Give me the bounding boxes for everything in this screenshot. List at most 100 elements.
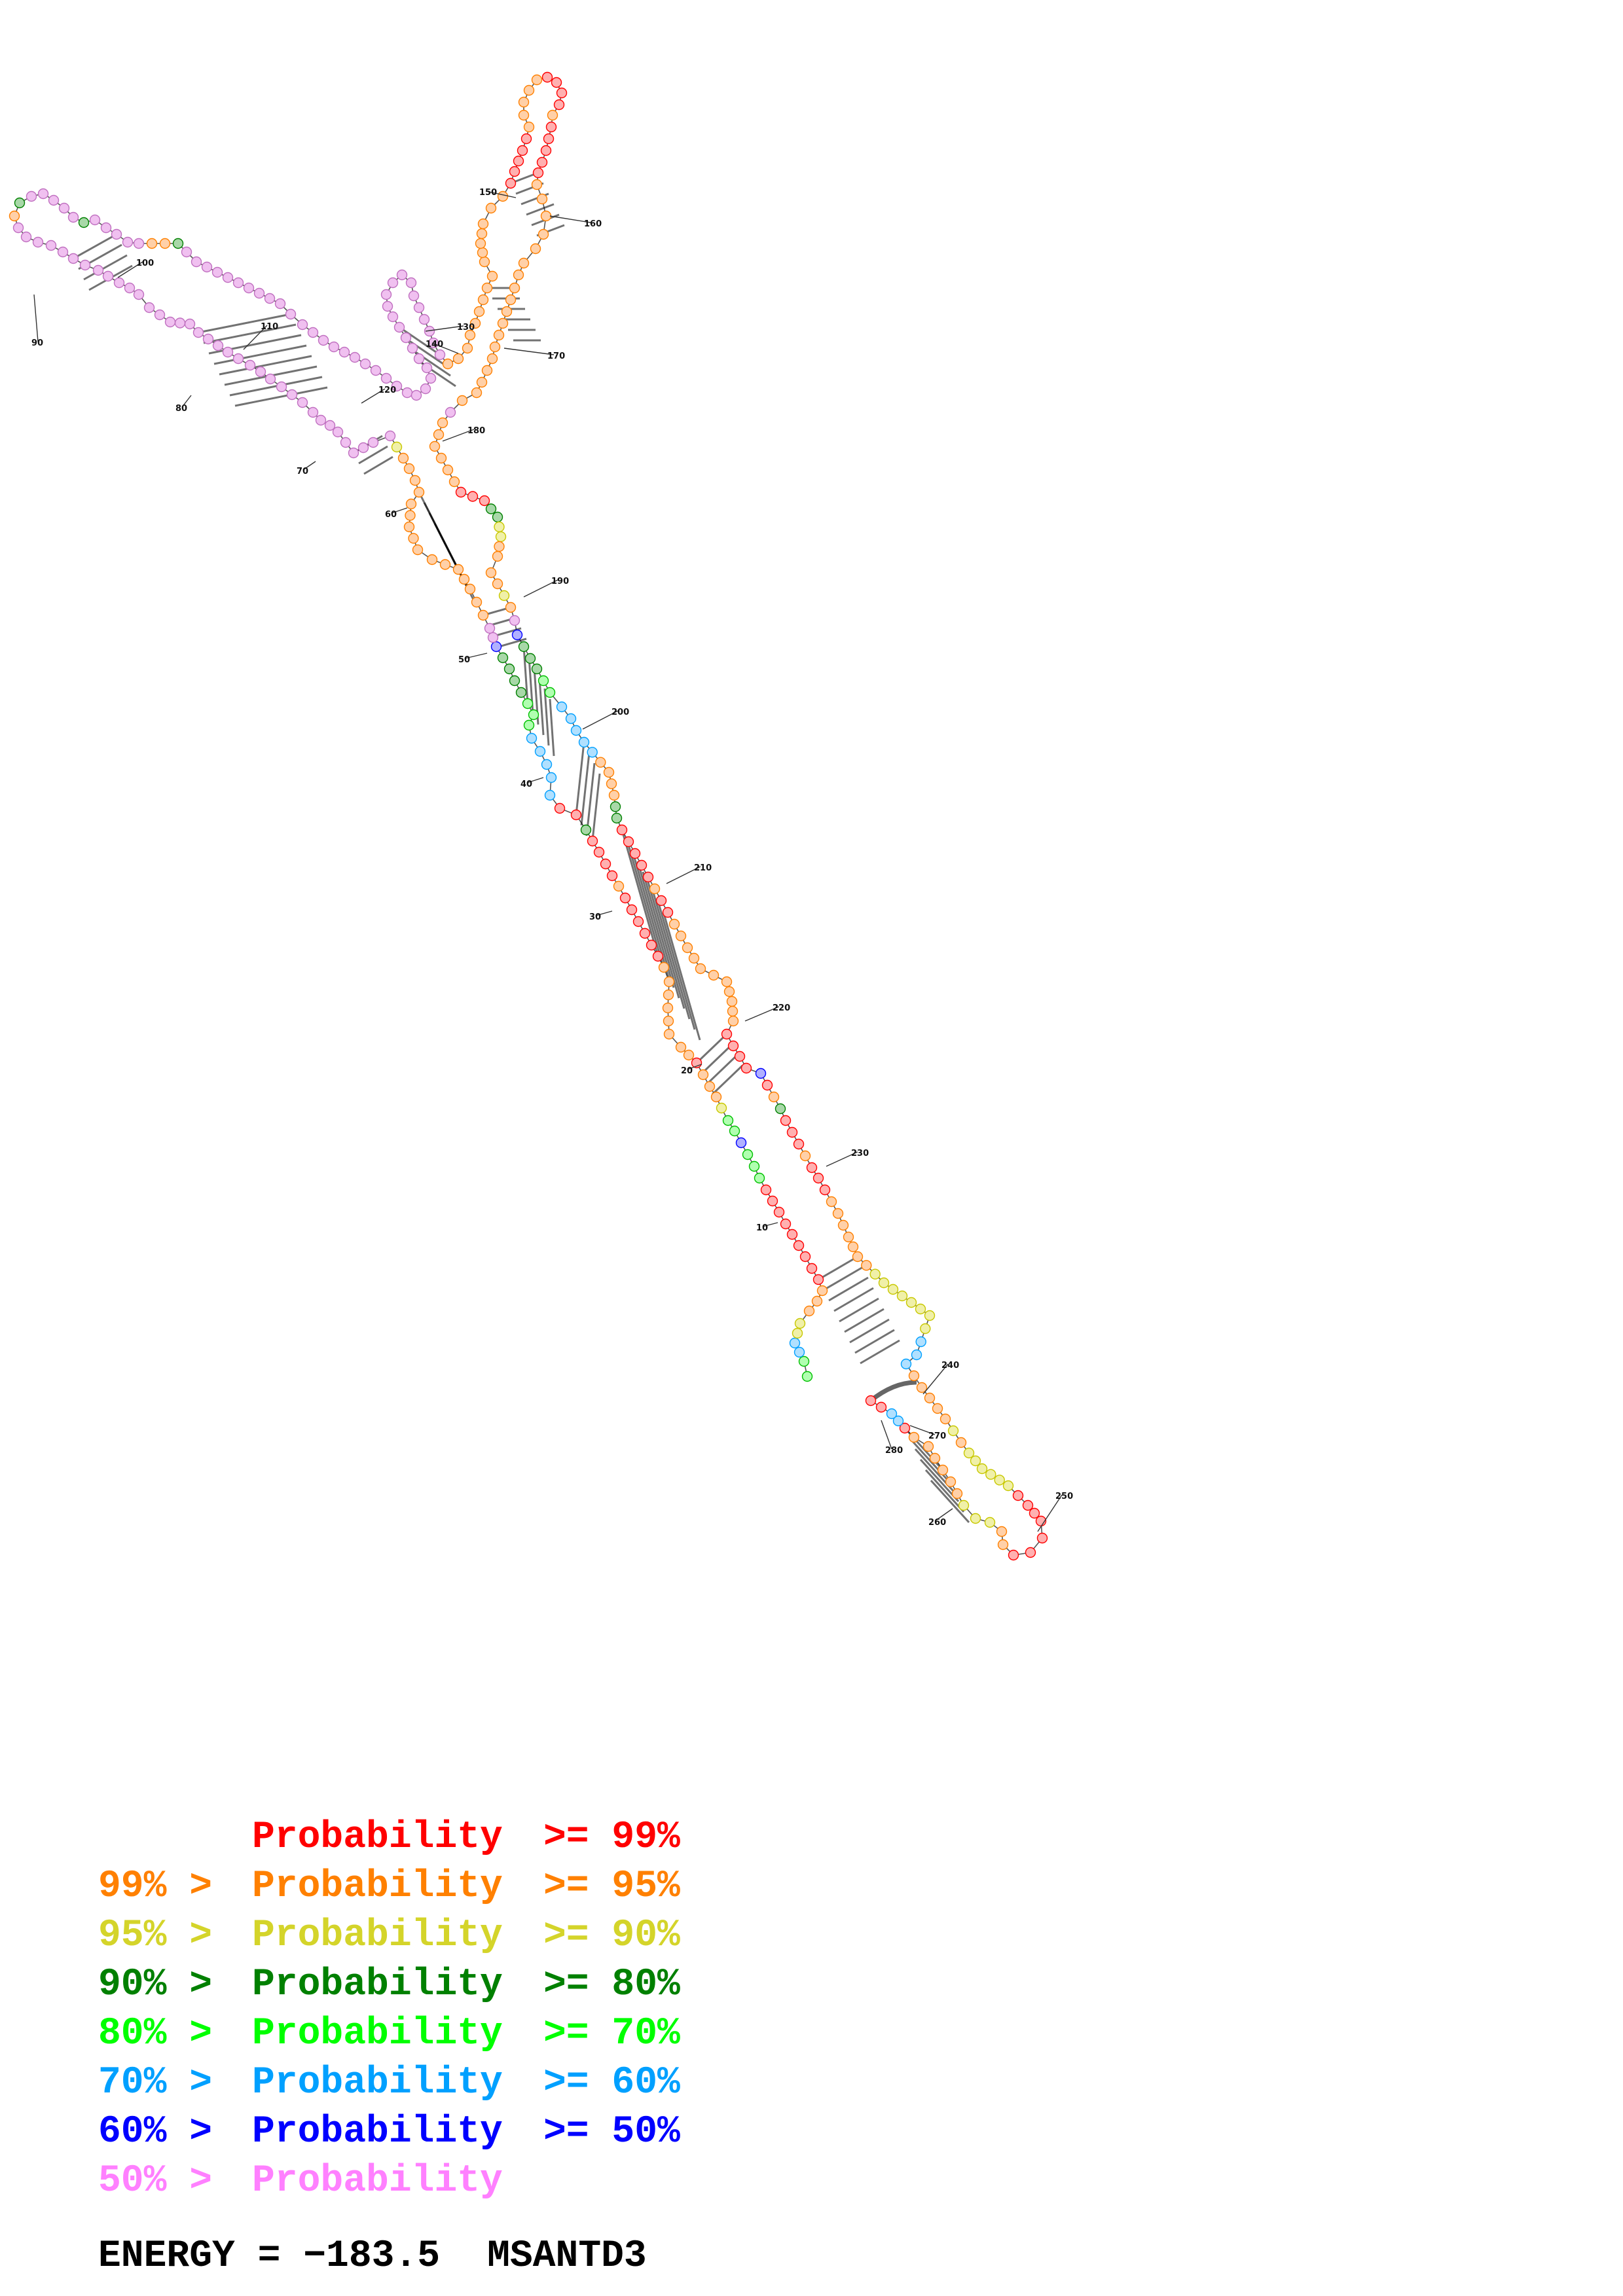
nucleotide [332, 426, 344, 438]
nucleotide [924, 1310, 936, 1321]
nucleotide [892, 1415, 904, 1427]
nucleotide [760, 1184, 772, 1196]
nucleotide [9, 210, 20, 222]
position-label: 150 [479, 188, 497, 198]
nucleotide [570, 725, 582, 736]
nucleotide [523, 121, 535, 133]
nucleotide [92, 264, 104, 276]
backbone-line [14, 77, 1043, 1556]
nucleotide [382, 300, 393, 312]
nucleotide [915, 1303, 926, 1315]
nucleotide [489, 341, 501, 353]
nucleotide [285, 308, 297, 320]
nucleotide [773, 1206, 785, 1218]
nucleotide [37, 188, 49, 200]
nucleotide [403, 463, 415, 475]
nucleotide [45, 240, 57, 251]
nucleotide [172, 238, 184, 249]
nucleotide [688, 952, 700, 964]
position-label: 250 [1055, 1492, 1073, 1501]
nucleotide [442, 358, 454, 370]
nucleotide [405, 498, 417, 510]
base-pair-bond [213, 344, 307, 365]
nucleotide [553, 99, 565, 111]
nucleotide [429, 440, 441, 452]
nucleotide [530, 243, 541, 255]
nucleotide [896, 1290, 908, 1302]
nucleotide [996, 1526, 1008, 1537]
nucleotide [222, 346, 234, 358]
nucleotide [456, 395, 468, 406]
nucleotide [899, 1422, 911, 1434]
nucleotide [908, 1370, 920, 1382]
nucleotide [869, 1268, 881, 1280]
nucleotide [111, 228, 122, 240]
nucleotide [789, 1337, 801, 1349]
nucleotide [393, 321, 405, 333]
nucleotide [536, 156, 548, 168]
nucleotide [232, 277, 244, 289]
nucleotide [391, 441, 403, 453]
nucleotide [505, 177, 517, 189]
base-pair-bond [522, 646, 529, 704]
legend-row: 95% > Probability >= 90% [98, 1911, 753, 1960]
nucleotide [1022, 1499, 1034, 1511]
nucleotide [307, 406, 319, 418]
base-pair-bond [711, 1064, 744, 1096]
nucleotide [613, 880, 625, 892]
nucleotide [191, 256, 202, 268]
nucleotide [768, 1091, 780, 1103]
nucleotide [370, 365, 382, 376]
base-pair-bond [839, 1297, 879, 1323]
nucleotide [276, 381, 287, 393]
legend-upper-bound: >= 80% [543, 1964, 680, 2006]
legend-upper-bound: >= 99% [543, 1816, 680, 1859]
nucleotide [900, 1358, 912, 1370]
position-leader-line [302, 461, 316, 471]
position-label: 20 [681, 1066, 693, 1076]
energy-line: ENERGY = −183.5 MSANTD3 [98, 2235, 647, 2278]
nucleotide [475, 238, 486, 249]
nucleotide [340, 437, 352, 448]
nucleotide [619, 892, 631, 904]
nucleotide [806, 1162, 818, 1174]
nucleotide [649, 883, 661, 895]
nucleotide [570, 809, 582, 821]
nucleotide [401, 387, 413, 399]
nucleotide [244, 359, 256, 371]
nucleotide [843, 1231, 854, 1243]
nucleotide [812, 1274, 824, 1285]
position-label: 120 [378, 386, 396, 395]
base-pair-bond [363, 456, 393, 475]
nucleotide [629, 848, 641, 859]
nucleotide [811, 1295, 823, 1307]
nucleotide [413, 486, 425, 498]
nucleotide [683, 1049, 695, 1061]
nucleotide [726, 996, 738, 1007]
nucleotide [937, 1464, 949, 1476]
legend-row: 80% > Probability >= 70% [98, 2009, 753, 2058]
nucleotide [540, 210, 552, 222]
base-pair-bond [663, 913, 701, 1041]
legend-lower-bound: 90% > [98, 1964, 213, 2006]
base-pairs [73, 171, 970, 1524]
nucleotide [455, 486, 467, 498]
nucleotide [434, 349, 446, 361]
nucleotide [662, 906, 674, 918]
nucleotide [662, 1002, 674, 1014]
base-pair-bond [219, 355, 312, 376]
nucleotide [437, 417, 448, 429]
base-pair-bond [234, 386, 328, 407]
nucleotide [887, 1283, 899, 1295]
nucleotide [425, 372, 437, 384]
nucleotide [655, 895, 667, 906]
nucleotide [697, 1069, 709, 1081]
nucleotide [587, 835, 598, 847]
position-leader-line [391, 507, 408, 514]
nucleotide [522, 698, 534, 709]
base-pair-bond [580, 752, 591, 826]
position-leader-line [503, 348, 555, 355]
nucleotide [79, 259, 91, 271]
base-pair-bond [73, 233, 117, 260]
nucleotide [359, 358, 371, 370]
